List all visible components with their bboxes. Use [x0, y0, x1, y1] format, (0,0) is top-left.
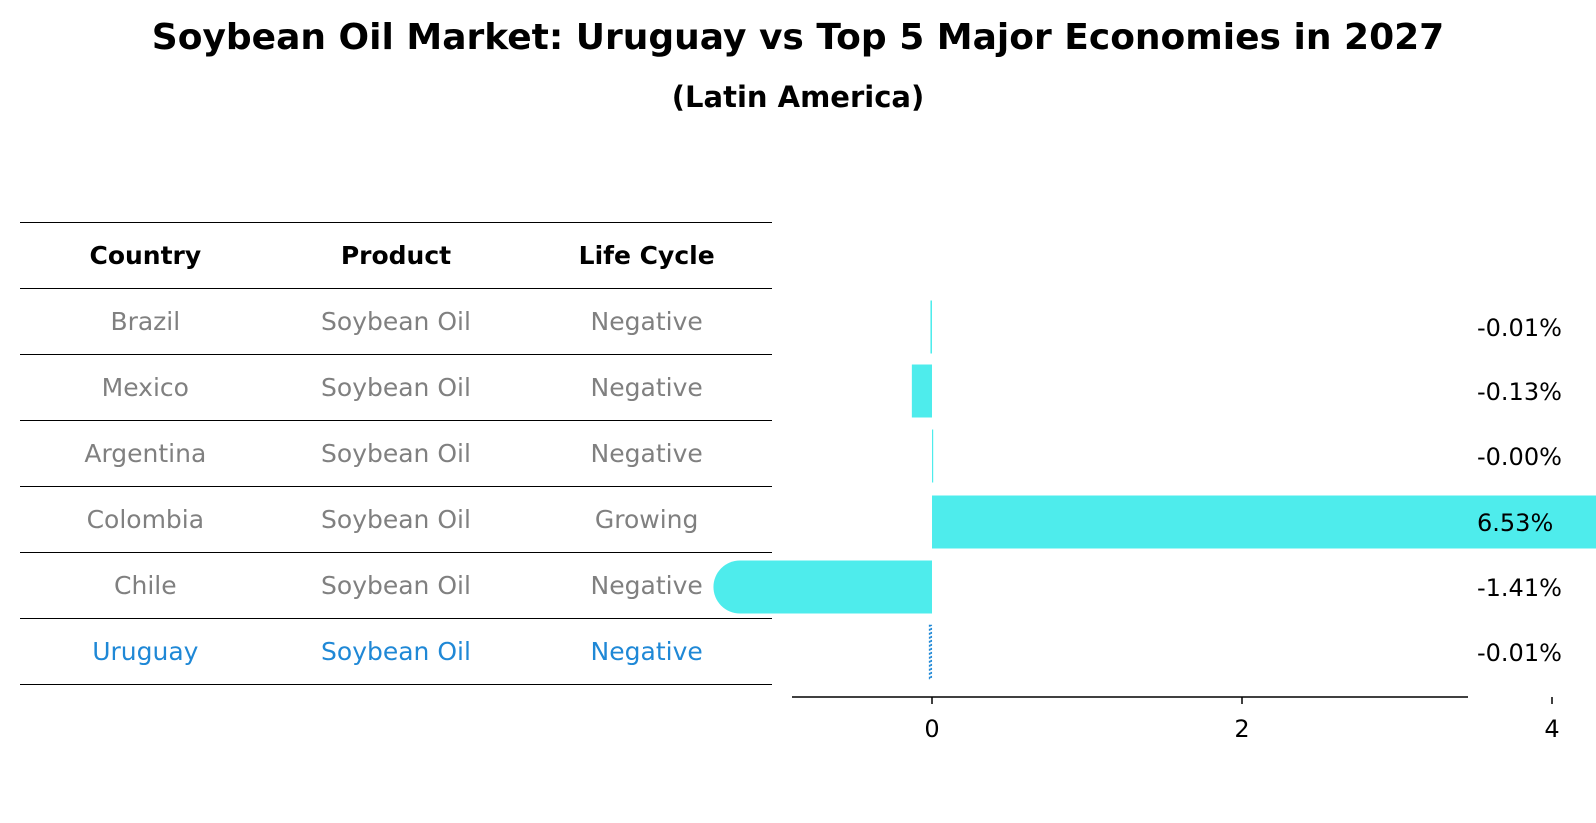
bar-colombia: [932, 495, 1596, 549]
market-table: Country Product Life Cycle Brazil Soybea…: [20, 222, 772, 685]
cell-product: Soybean Oil: [270, 288, 522, 355]
chart-title: Soybean Oil Market: Uruguay vs Top 5 Maj…: [151, 17, 1445, 58]
table-row-highlighted: Uruguay Soybean Oil Negative: [20, 618, 772, 685]
chart-subtitle: (Latin America): [671, 80, 925, 114]
table-row: Colombia Soybean Oil Growing: [20, 486, 772, 553]
bar-brazil: [930, 300, 932, 354]
x-tick-label: 2: [1234, 715, 1249, 743]
cell-country: Mexico: [20, 354, 271, 421]
cell-product: Soybean Oil: [270, 618, 522, 685]
value-label-chile: -1.41%: [1477, 574, 1562, 602]
bar-uruguay: [928, 624, 933, 680]
x-axis: 0246: [792, 696, 1560, 743]
x-tick-label: 0: [924, 715, 939, 743]
cell-country: Uruguay: [20, 618, 271, 685]
cell-life-cycle: Negative: [521, 618, 772, 685]
cell-product: Soybean Oil: [270, 354, 522, 421]
cell-product: Soybean Oil: [270, 420, 522, 487]
header-country: Country: [20, 222, 271, 289]
table-row: Argentina Soybean Oil Negative: [20, 420, 772, 487]
cell-life-cycle: Negative: [521, 354, 772, 421]
table-row: Mexico Soybean Oil Negative: [20, 354, 772, 421]
cell-country: Colombia: [20, 486, 271, 553]
bar-argentina: [932, 429, 934, 483]
bars-layer: [713, 300, 1596, 680]
value-label-brazil: -0.01%: [1477, 314, 1562, 342]
value-label-colombia: 6.53%: [1477, 509, 1553, 537]
cell-life-cycle: Negative: [521, 288, 772, 355]
value-labels-layer: -0.01% -0.13% -0.00% 6.53% -1.41% -0.01%: [1477, 314, 1562, 667]
cell-country: Argentina: [20, 420, 271, 487]
cell-country: Brazil: [20, 288, 271, 355]
header-life-cycle: Life Cycle: [521, 222, 772, 289]
value-label-argentina: -0.00%: [1477, 443, 1562, 471]
cell-life-cycle: Growing: [521, 486, 772, 553]
bar-chile: [713, 560, 932, 614]
cell-product: Soybean Oil: [270, 552, 522, 619]
x-tick-label: 4: [1544, 715, 1559, 743]
bar-mexico: [911, 364, 932, 418]
cell-country: Chile: [20, 552, 271, 619]
value-label-uruguay: -0.01%: [1477, 639, 1562, 667]
table-row: Chile Soybean Oil Negative: [20, 552, 772, 619]
table-header-row: Country Product Life Cycle: [20, 222, 772, 289]
table-row: Brazil Soybean Oil Negative: [20, 288, 772, 355]
value-label-mexico: -0.13%: [1477, 378, 1562, 406]
header-product: Product: [270, 222, 522, 289]
market-table-container: Country Product Life Cycle Brazil Soybea…: [20, 222, 772, 685]
cell-life-cycle: Negative: [521, 420, 772, 487]
cell-product: Soybean Oil: [270, 486, 522, 553]
